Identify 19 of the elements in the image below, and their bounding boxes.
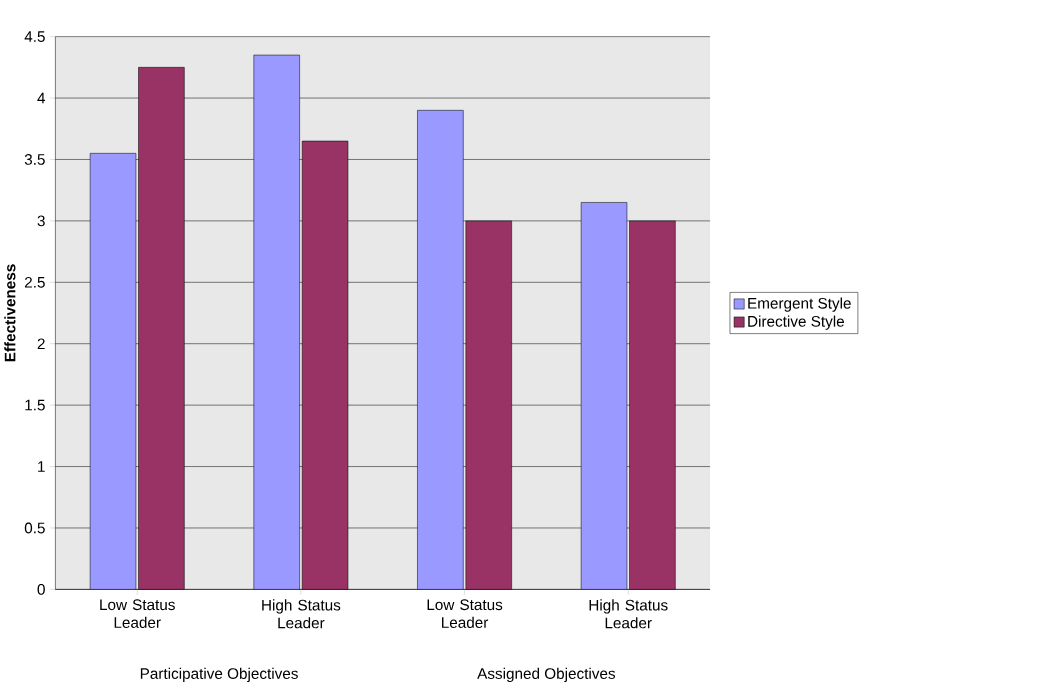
x-tick-label: High Status Leader (262, 599, 341, 629)
y-tick-label: 0.5 (24, 522, 45, 534)
y-tick-label: 0 (37, 583, 45, 595)
y-tick-label: 1.5 (25, 399, 45, 411)
y-tick-label: 2 (37, 338, 45, 349)
y-tick-label: 4 (37, 92, 46, 104)
x-tick-label: High Status Leader (589, 599, 668, 629)
y-axis-title: Effectiveness (4, 264, 16, 362)
x-tick-label: Low Status Leader (100, 599, 175, 628)
y-tick-label: 2.5 (24, 276, 45, 288)
y-tick-label: 4.5 (24, 31, 45, 42)
y-tick-label: 1 (38, 461, 45, 472)
y-tick-label: 3 (37, 215, 45, 227)
y-tick-label: 3.5 (24, 153, 45, 165)
text: Assigned Objectives (477, 667, 616, 682)
text: Participative Objectives (140, 667, 298, 682)
legend-label: Emergent Style (748, 297, 851, 312)
legend-label: Directive Style (748, 315, 844, 330)
x-tick-label: Low Status Leader (427, 599, 503, 628)
